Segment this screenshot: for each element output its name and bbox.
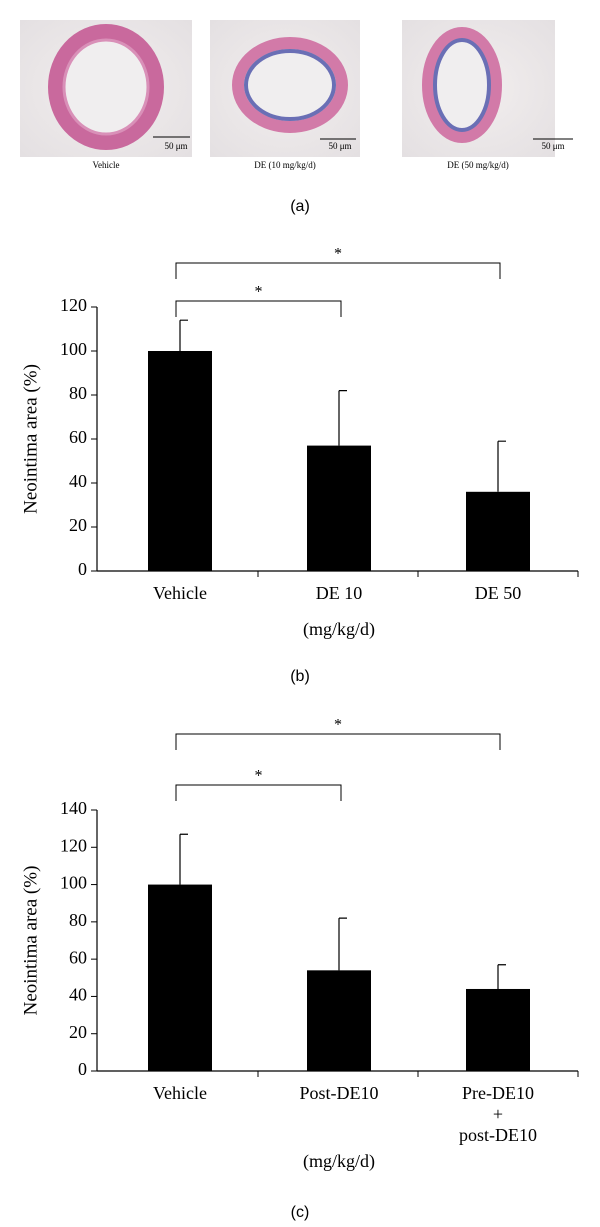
bar: [466, 988, 530, 1071]
y-tick-label: 0: [78, 1059, 87, 1079]
significance-label: *: [334, 246, 342, 263]
x-tick-label-box: Vehicle: [153, 583, 207, 603]
significance-label: *: [255, 768, 263, 785]
bar: [307, 445, 371, 571]
y-tick-label: 40: [69, 471, 87, 491]
y-tick-label: 80: [69, 383, 87, 403]
y-axis-label: Neointima area (%): [20, 866, 41, 1016]
error-bar: [179, 319, 188, 351]
significance-bracket: [175, 300, 342, 317]
error-bar: [179, 833, 188, 885]
image-label: DE (50 mg/kg/d): [447, 160, 509, 170]
y-tick-label: 120: [60, 835, 87, 855]
x-tick-label-box: Pre-DE10 + post-DE10: [459, 1083, 537, 1145]
panel-label: (c): [291, 1204, 310, 1221]
significance-bracket: [175, 733, 501, 750]
bar: [466, 491, 530, 571]
y-tick-label: 100: [60, 873, 87, 893]
significance-bracket: [175, 784, 342, 801]
error-bar: [497, 964, 506, 989]
significance-label: *: [334, 717, 342, 734]
y-tick-label: 60: [69, 947, 87, 967]
error-bar: [338, 390, 347, 446]
x-tick-label-box: Post-DE10: [299, 1083, 379, 1103]
bar: [148, 884, 212, 1071]
y-tick-label: 100: [60, 339, 87, 359]
x-tick-label: Vehicle: [153, 583, 207, 603]
significance-bracket: [175, 262, 501, 279]
y-tick-label: 20: [69, 1022, 87, 1042]
scale-label: 50 μm: [164, 141, 187, 151]
x-tick-label: DE 10: [315, 583, 363, 603]
y-tick-label: 20: [69, 515, 87, 535]
x-tick-label: Vehicle: [153, 1083, 207, 1103]
bar: [307, 970, 371, 1071]
x-axis-label: (mg/kg/d): [303, 619, 375, 640]
image-label: DE (10 mg/kg/d): [254, 160, 316, 170]
y-axis-label: Neointima area (%): [20, 364, 41, 514]
image-label: Vehicle: [93, 160, 120, 170]
micrograph: 50 μm: [210, 20, 360, 157]
scale-label: 50 μm: [541, 141, 564, 151]
error-bar: [338, 917, 347, 971]
significance-label: *: [255, 284, 263, 301]
y-tick-label: 60: [69, 427, 87, 447]
y-tick-label: 80: [69, 910, 87, 930]
x-tick-label: Post-DE10: [299, 1083, 379, 1103]
x-tick-label-box: DE 50: [474, 583, 522, 603]
panel-label: (b): [290, 668, 310, 685]
micrograph: 50 μm: [402, 20, 573, 157]
panel-label: (a): [290, 198, 310, 215]
x-tick-label: DE 50: [474, 583, 522, 603]
bar: [148, 351, 212, 571]
x-tick-label-box: DE 10: [315, 583, 363, 603]
y-tick-label: 40: [69, 985, 87, 1005]
x-tick-label-box: Vehicle: [153, 1083, 207, 1103]
y-tick-label: 120: [60, 295, 87, 315]
x-axis-label: (mg/kg/d): [303, 1151, 375, 1172]
y-tick-label: 140: [60, 798, 87, 818]
y-tick-label: 0: [78, 559, 87, 579]
x-tick-label: Pre-DE10 + post-DE10: [459, 1083, 537, 1145]
scale-label: 50 μm: [328, 141, 351, 151]
error-bar: [497, 440, 506, 492]
micrograph: 50 μm: [20, 20, 192, 157]
